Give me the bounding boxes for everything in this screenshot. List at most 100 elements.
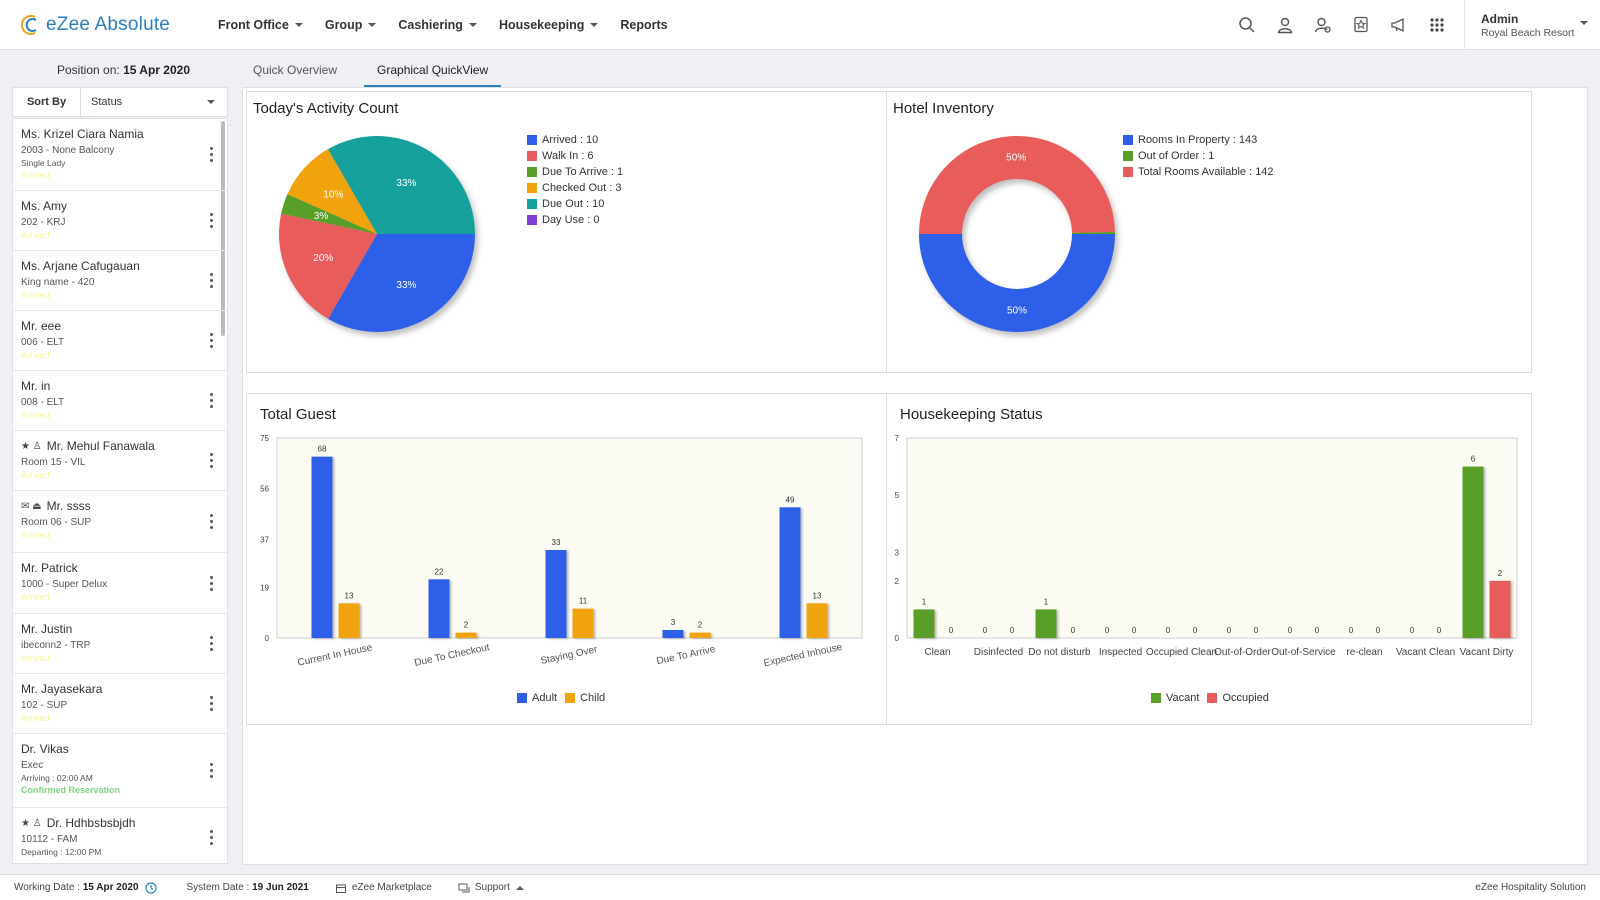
more-options-icon[interactable] [209,695,213,713]
more-options-icon[interactable] [209,452,213,470]
mail-icon: ✉ ⏏ [21,500,42,512]
bar[interactable] [689,632,711,638]
nav-front-office[interactable]: Front Office [218,18,303,32]
ezee-logo-icon [20,14,37,35]
nav-reports[interactable]: Reports [620,18,667,32]
bar-value-label: 22 [435,567,444,576]
bar-value-label: 0 [1071,626,1076,635]
legend-label: Child [580,692,606,704]
guest-list[interactable]: Ms. Krizel Ciara Namia 2003 - None Balco… [12,118,228,864]
user-menu[interactable]: Admin Royal Beach Resort [1464,0,1600,50]
support-label: Support [474,882,510,893]
bar[interactable] [913,609,935,638]
more-options-icon[interactable] [209,829,213,847]
y-tick-label: 75 [260,434,269,443]
more-options-icon[interactable] [209,212,213,230]
pie-slice[interactable] [328,136,475,234]
more-options-icon[interactable] [209,272,213,290]
legend-item: Vacant [1151,692,1199,704]
nav-housekeeping[interactable]: Housekeeping [499,18,599,32]
support-link[interactable]: Support [458,882,524,894]
pie-slice[interactable] [919,234,1115,332]
pie-slice[interactable] [919,136,1115,234]
list-item[interactable]: Ms. Arjane Cafugauan King name - 420 Arr… [13,251,227,311]
bar[interactable] [545,550,567,638]
tab-quick-overview[interactable]: Quick Overview [253,63,338,77]
list-item[interactable]: ★ ♙ Mr. Mehul Fanawala Room 15 - VIL Arri… [13,431,227,491]
list-item[interactable]: Mr. Jayasekara 102 - SUP Arrived [13,674,227,734]
bar-value-label: 0 [1288,626,1293,635]
guest-name-row: ★ ♙ Mr. Mehul Fanawala [21,439,219,453]
legend-item: Due Out : 10 [527,196,623,212]
bar[interactable] [779,507,801,638]
list-item[interactable]: Mr. Patrick 1000 - Super Delux Arrived [13,553,227,614]
bar[interactable] [428,579,450,638]
bar[interactable] [572,608,594,638]
more-options-icon[interactable] [209,762,213,780]
legend-item: Due To Arrive : 1 [527,164,623,180]
pie-slice[interactable] [328,234,475,332]
vip-icons: ★ ♙ [21,817,42,829]
nav-cashiering[interactable]: Cashiering [398,18,477,32]
more-options-icon[interactable] [209,574,213,592]
guest-room: Exec [21,760,44,771]
more-options-icon[interactable] [209,146,213,164]
legend-swatch [1123,151,1133,161]
pie-slice[interactable] [279,213,377,319]
list-item[interactable]: Dr. Vikas Exec Arriving : 02:00 AM Confi… [13,734,227,808]
marketplace-link[interactable]: eZee Marketplace [335,882,432,894]
list-item[interactable]: Mr. Justin ibeconn2 - TRP Arrived [13,614,227,674]
guest-room: 102 - SUP [21,700,68,711]
tab-graphical-quickview[interactable]: Graphical QuickView [364,56,502,88]
bar[interactable] [338,603,360,638]
pie-slice[interactable] [281,194,377,234]
bar[interactable] [311,456,333,638]
pie-slice[interactable] [287,149,377,234]
list-item[interactable]: ✉ ⏏ Mr. ssss Room 06 - SUP Arrived [13,491,227,553]
list-item[interactable]: Mr. in 008 - ELT Arrived [13,371,227,431]
list-item[interactable]: Mr. eee 006 - ELT Arrived [13,311,227,371]
more-options-icon[interactable] [209,332,213,350]
megaphone-icon[interactable] [1388,14,1410,36]
more-options-icon[interactable] [209,392,213,410]
guest-status: Arrived [21,230,50,240]
list-item[interactable]: Ms. Krizel Ciara Namia 2003 - None Balco… [13,119,227,191]
bar[interactable] [1035,609,1057,638]
bar-value-label: 0 [1376,626,1381,635]
guest-name: Ms. Amy [21,199,68,213]
guest-list-scrollbar[interactable] [221,121,225,336]
bar[interactable] [806,603,828,638]
bar[interactable] [662,630,684,638]
bar[interactable] [455,632,477,638]
dashboard-area: Today's Activity Count 33% 20% 3% 10% 33% Ar… [242,87,1588,865]
guest-room: King name - 420 [21,277,95,288]
bar-value-label: 6 [1471,455,1476,464]
pie-slice[interactable] [1071,231,1115,234]
user-icon[interactable] [1274,14,1296,36]
list-item[interactable]: ★ ♙ Dr. Hdhbsbsbjdh 10112 - FAM Departing… [13,808,227,863]
clock-icon[interactable] [144,881,157,894]
legend-label: Occupied [1222,692,1269,704]
bar[interactable] [1462,466,1484,638]
list-item[interactable]: Ms. Amy 202 - KRJ Arrived [13,191,227,251]
housekeeping-bar-chart: 0 2 3 5 7 1 0 Clean 0 0 Disinfected 1 0 Do not distur… [895,434,1518,658]
star-badge-icon[interactable] [1350,14,1372,36]
sort-select[interactable]: Status [81,88,227,116]
more-options-icon[interactable] [209,635,213,653]
search-icon[interactable] [1236,14,1258,36]
user-settings-icon[interactable] [1312,14,1334,36]
bar[interactable] [1489,580,1511,638]
more-options-icon[interactable] [209,513,213,531]
apps-grid-icon[interactable] [1426,14,1448,36]
guest-departure-time: Departing : 12:00 PM [21,847,102,857]
bar-value-label: 0 [1193,626,1198,635]
sort-by-label: Sort By [13,88,81,116]
app-logo[interactable]: eZee Absolute [20,14,190,36]
nav-group[interactable]: Group [325,18,377,32]
guest-arrival-time: Arriving : 02:00 AM [21,773,93,783]
legend-item: Child [565,692,605,704]
x-tick-label: Do not disturb [1028,647,1091,658]
x-tick-label: Staying Over [540,644,599,667]
guest-room: 2003 - None Balcony [21,145,115,156]
